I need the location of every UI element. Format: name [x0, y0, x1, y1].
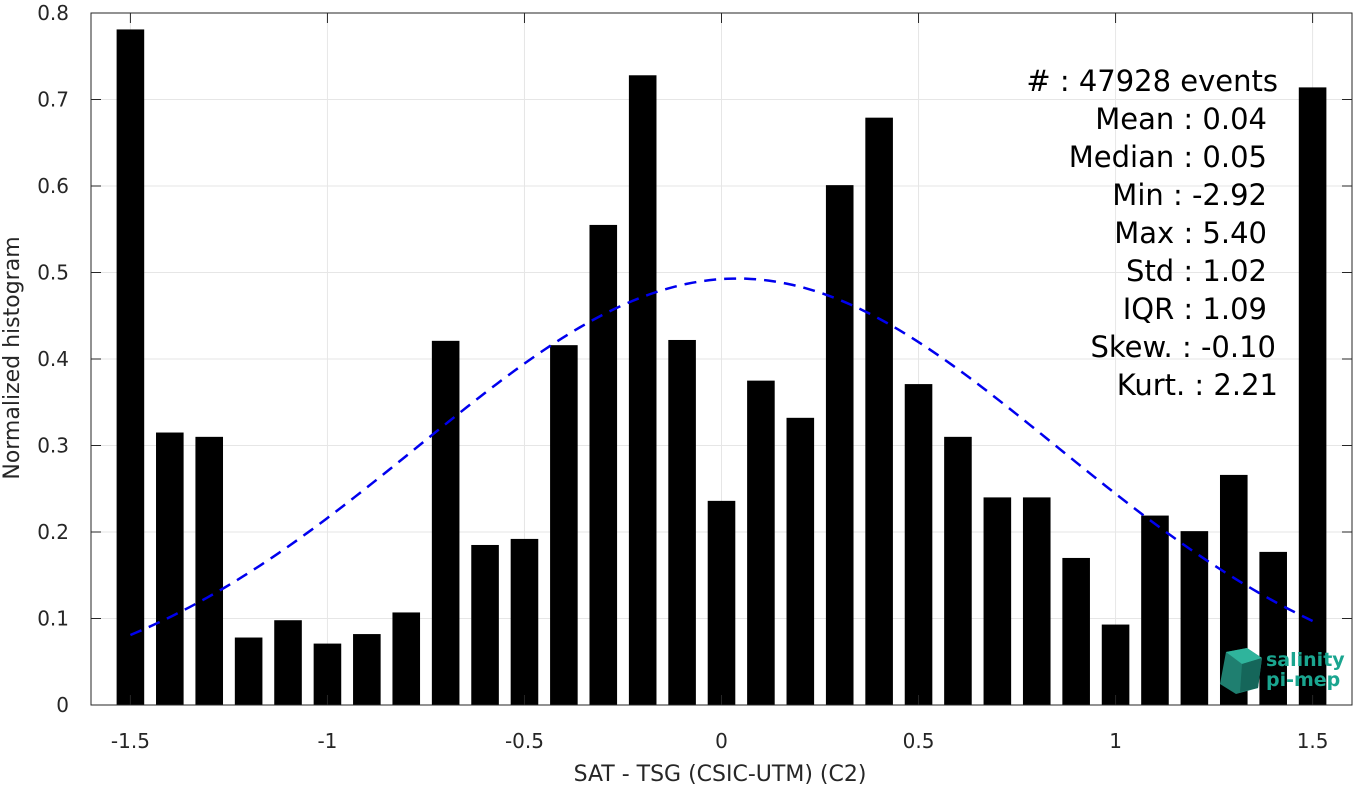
histogram-bar [747, 380, 775, 705]
stat-line: Skew. : -0.10 [1090, 330, 1276, 364]
gaussian-fit-line [129, 277, 1314, 637]
histogram-bar [471, 544, 499, 705]
histogram-bar [274, 620, 302, 705]
x-axis-label: SAT - TSG (CSIC-UTM) (C2) [574, 762, 867, 785]
y-tick-label: 0.5 [37, 261, 69, 285]
histogram-bar [865, 117, 893, 706]
histogram-bar [1101, 624, 1130, 705]
x-tick-label: 0.5 [903, 729, 935, 753]
histogram-bar [550, 345, 578, 705]
histogram-bar [589, 224, 618, 706]
y-tick-label: 0 [56, 693, 69, 717]
histogram-bar [510, 538, 539, 705]
stat-line: Std : 1.02 [1126, 254, 1267, 288]
histogram-bar [1180, 531, 1209, 705]
salinity-pimep-logo: salinity pi-mep [1220, 648, 1345, 694]
histogram-bar [156, 432, 184, 705]
plot-axes [90, 12, 1353, 706]
statistics-box: # : 47928 events Mean : 0.04 Median : 0.05… [1026, 64, 1278, 402]
x-tick-label: 1 [1109, 729, 1122, 753]
y-tick-label: 0.8 [37, 1, 69, 25]
y-axis-label: Normalized histogram [0, 236, 25, 479]
y-tick-label: 0.7 [37, 88, 69, 112]
histogram-bar [825, 185, 854, 705]
histogram-bar [668, 339, 696, 705]
y-tick-label: 0.2 [37, 520, 69, 544]
y-tick-label: 0.4 [37, 347, 69, 371]
stat-line: Mean : 0.04 [1095, 102, 1267, 136]
y-tick-label: 0.3 [37, 434, 69, 458]
histogram-bar [431, 340, 460, 705]
y-tick-label: 0.6 [37, 174, 69, 198]
histogram-bar [786, 417, 815, 705]
stat-line: IQR : 1.09 [1123, 292, 1267, 326]
histogram-bars [116, 29, 1327, 706]
histogram-bar [116, 29, 145, 706]
stat-line: Median : 0.05 [1069, 140, 1267, 174]
x-tick-labels: -1.5 -1 -0.5 0 0.5 1 1.5 [111, 729, 1329, 753]
histogram-bar [1141, 515, 1169, 705]
x-tick-label: 1.5 [1297, 729, 1329, 753]
histogram-bar [1259, 551, 1287, 705]
y-tick-labels: 0 0.1 0.2 0.3 0.4 0.5 0.6 0.7 0.8 [37, 1, 69, 717]
histogram-bar [1298, 87, 1327, 705]
histogram-bar [353, 634, 381, 705]
histogram-bar [707, 500, 736, 705]
histogram-bar [944, 436, 972, 705]
logo-line-1: salinity [1266, 649, 1345, 671]
histogram-bar [904, 384, 933, 705]
histogram-bar [313, 643, 342, 705]
histogram-bar [234, 637, 263, 705]
stat-line: Kurt. : 2.21 [1117, 368, 1278, 402]
stat-line: # : 47928 events [1026, 64, 1278, 98]
histogram-bar [392, 612, 421, 705]
x-tick-label: -1 [317, 729, 337, 753]
logo-line-2: pi-mep [1266, 669, 1340, 691]
x-tick-label: -0.5 [505, 729, 544, 753]
histogram-bar [628, 75, 657, 705]
y-tick-label: 0.1 [37, 607, 69, 631]
histogram-bar [1062, 557, 1090, 705]
stat-line: Max : 5.40 [1114, 216, 1267, 250]
x-tick-label: 0 [715, 729, 728, 753]
histogram-bar [1022, 497, 1051, 705]
stat-line: Min : -2.92 [1112, 178, 1267, 212]
histogram-bar [983, 497, 1012, 705]
x-tick-label: -1.5 [111, 729, 150, 753]
logo-cube-icon [1220, 648, 1262, 694]
gaussian-fit [129, 277, 1314, 637]
histogram-bar [195, 436, 224, 705]
